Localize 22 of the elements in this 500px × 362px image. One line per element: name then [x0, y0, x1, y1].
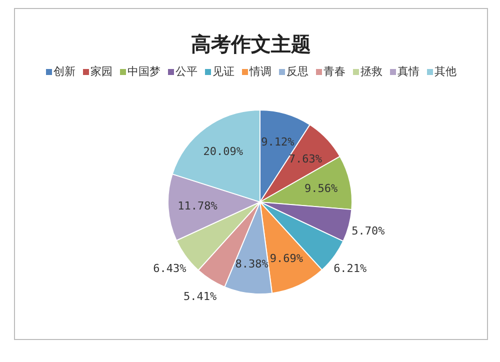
data-label: 9.12% [261, 135, 295, 148]
legend-label: 真情 [396, 64, 420, 79]
legend-label: 中国梦 [126, 64, 160, 79]
legend-label: 拯救 [360, 64, 382, 79]
legend-label: 其他 [434, 64, 456, 79]
data-label: 7.63% [288, 152, 322, 166]
legend-label: 创新 [52, 64, 76, 79]
data-label: 9.69% [270, 252, 304, 266]
data-label: 9.56% [304, 182, 338, 195]
legend-label: 见证 [212, 64, 234, 79]
data-label: 5.41% [183, 290, 217, 304]
legend-label: 情调 [248, 64, 272, 79]
data-label: 6.43% [153, 262, 187, 275]
legend-label: 家园 [90, 64, 112, 79]
data-label: 5.70% [352, 224, 386, 238]
data-label: 20.09% [203, 144, 244, 158]
chart-title: 高考作文主题 [190, 31, 312, 58]
legend-label: 公平 [174, 64, 198, 79]
legend-label: 青春 [322, 64, 346, 79]
legend-label: 反思 [286, 64, 308, 79]
data-label: 6.21% [334, 262, 368, 275]
data-label: 11.78% [178, 199, 218, 212]
